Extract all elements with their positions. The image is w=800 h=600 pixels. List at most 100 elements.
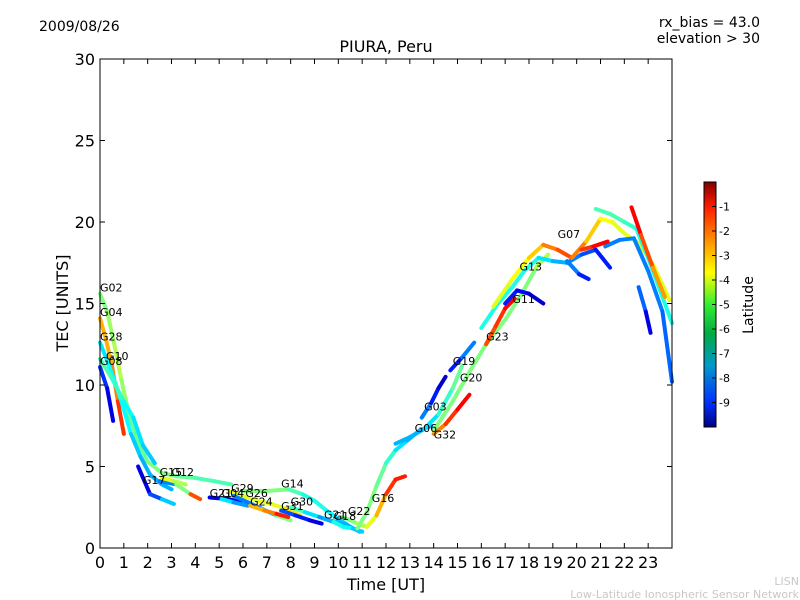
series-label: G24 — [250, 495, 273, 508]
series-segment — [493, 306, 508, 329]
series-label: G31 — [281, 500, 304, 513]
series-segment — [393, 435, 412, 446]
series-segment — [364, 484, 379, 515]
series-segment — [374, 492, 388, 518]
series-segment — [159, 475, 176, 484]
x-tick-label: 10 — [328, 553, 348, 572]
series-segment — [603, 237, 622, 249]
series-segment — [436, 386, 455, 417]
colorbar-tick-label: -2 — [719, 225, 730, 238]
series-G11 — [503, 288, 546, 306]
series-G15 — [157, 479, 203, 502]
x-tick-label: 19 — [543, 553, 563, 572]
series-segment — [407, 427, 427, 440]
series-segment — [496, 285, 515, 306]
series-labels: G02G04G28G10G08G17G15G12G21G04G29G26G24G… — [100, 228, 580, 523]
series-G08 — [98, 365, 116, 423]
series-label: G15 — [160, 466, 183, 479]
series-G03 — [419, 374, 448, 420]
series-segment — [467, 342, 489, 374]
series-G12 — [159, 475, 188, 487]
date-label: 2009/08/26 — [39, 19, 120, 35]
x-tick-label: 14 — [423, 553, 443, 572]
series-label: G04 — [222, 487, 245, 500]
series-track-34 — [579, 239, 610, 252]
x-tick-label: 23 — [638, 553, 658, 572]
series-segment — [510, 255, 531, 282]
series-label: G10 — [106, 350, 129, 363]
colorbar-tick-label: -8 — [719, 372, 730, 385]
axes: 0 1 2 3 4 5 6 7 8 9 10 11 12 13 14 15 16 17 18 19 20 21 22 2305… — [75, 50, 673, 572]
series-segment — [422, 412, 441, 432]
series-segment — [112, 342, 124, 383]
series-G29 — [226, 488, 303, 518]
series-segment — [374, 461, 388, 489]
x-tick-label: 8 — [286, 553, 296, 572]
colorbar-tick-label: -1 — [719, 201, 730, 214]
series-segment — [431, 422, 448, 436]
series-segment — [264, 487, 291, 493]
series-segment — [188, 492, 203, 502]
y-tick-label: 0 — [85, 539, 95, 558]
series-label: G30 — [291, 495, 314, 508]
series-segment — [324, 508, 341, 521]
series-segment — [479, 301, 501, 330]
series-segment — [98, 340, 110, 363]
series-segment — [646, 268, 665, 314]
series-segment — [355, 510, 369, 531]
series-label: G19 — [453, 355, 476, 368]
series-segment — [262, 508, 279, 516]
series-segment — [109, 376, 126, 404]
series-G31 — [279, 508, 324, 526]
series-label: G20 — [460, 371, 483, 384]
series-segment — [577, 272, 591, 282]
series-segment — [636, 285, 648, 314]
series-label: G18 — [334, 510, 357, 523]
series-segment — [593, 247, 613, 270]
series-segment — [148, 492, 164, 502]
series-track-33 — [565, 259, 591, 282]
y-tick-label: 30 — [75, 50, 95, 69]
footer-org-short: LISN — [774, 575, 799, 588]
series-segment — [219, 497, 236, 505]
series-segment — [286, 487, 305, 497]
series-segment — [136, 440, 150, 464]
colorbar-tick-label: -9 — [719, 397, 730, 410]
y-tick-label: 20 — [75, 213, 95, 232]
series-segment — [527, 291, 546, 306]
series-segment — [431, 399, 455, 433]
series-segment — [307, 518, 324, 526]
series-segment — [515, 288, 531, 296]
series-segment — [384, 448, 398, 466]
series-segment — [105, 309, 117, 347]
series-label: G14 — [281, 477, 304, 490]
series-segment — [171, 479, 188, 487]
series-label: G03 — [424, 401, 447, 414]
x-tick-label: 9 — [309, 553, 319, 572]
series-label: G22 — [348, 505, 371, 518]
series-label: G06 — [415, 422, 438, 435]
series-segment — [491, 277, 515, 309]
series-segment — [159, 497, 176, 506]
series-segment — [241, 493, 260, 503]
series-label: G23 — [486, 331, 509, 344]
series-segment — [519, 265, 539, 296]
series-label: G11 — [512, 293, 535, 306]
x-tick-label: 15 — [447, 553, 467, 572]
series-G02 — [98, 291, 234, 487]
series-label: G29 — [231, 482, 254, 495]
series-segment — [157, 479, 179, 487]
series-segment — [455, 392, 472, 412]
series-G13 — [479, 247, 613, 330]
x-tick-label: 6 — [238, 553, 248, 572]
series-segment — [119, 399, 133, 436]
series-segment — [593, 206, 613, 216]
series-segment — [105, 386, 116, 423]
series-segment — [536, 255, 555, 264]
series-segment — [384, 477, 398, 497]
series-segment — [98, 356, 114, 381]
x-tick-label: 4 — [190, 553, 200, 572]
series-label: G28 — [100, 331, 123, 344]
series-segment — [541, 242, 560, 252]
